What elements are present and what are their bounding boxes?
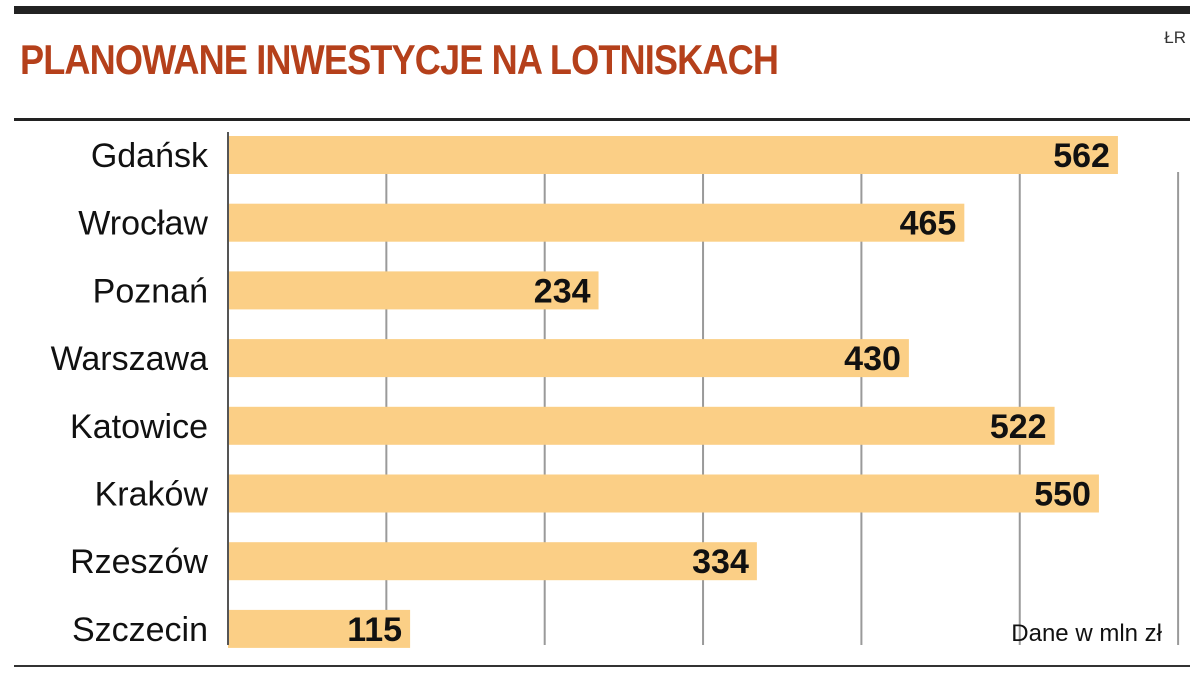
- category-labels: Gdańsk Wrocław Poznań Warszawa Katowice Krakó…: [51, 137, 209, 649]
- bar-4: [228, 406, 1055, 445]
- bars: [228, 136, 1118, 648]
- bottom-rule: [14, 665, 1190, 667]
- value-label-4: 522: [990, 408, 1047, 446]
- category-label-2: Poznań: [93, 272, 208, 310]
- bar-2: [228, 271, 599, 310]
- category-label-6: Rzeszów: [70, 543, 208, 581]
- bar-0: [228, 136, 1118, 174]
- value-label-3: 430: [844, 340, 901, 378]
- category-label-7: Szczecin: [72, 611, 208, 649]
- chart-title: PLANOWANE INWESTYCJE NA LOTNISKACH: [20, 36, 779, 83]
- value-label-2: 234: [534, 272, 591, 310]
- bar-1: [228, 203, 965, 242]
- value-labels: 562 465 234 430 522 550 334 115: [347, 137, 1110, 649]
- bar-5: [228, 474, 1099, 513]
- category-label-4: Katowice: [70, 408, 208, 446]
- title-underline: [14, 118, 1190, 121]
- value-label-6: 334: [692, 543, 749, 581]
- category-label-0: Gdańsk: [91, 137, 209, 175]
- bar-6: [228, 542, 757, 581]
- category-label-1: Wrocław: [78, 205, 208, 243]
- top-rule: [14, 6, 1190, 14]
- value-label-7: 115: [347, 611, 402, 649]
- category-label-5: Kraków: [95, 476, 209, 514]
- credit-label: ŁR: [1164, 28, 1186, 47]
- bar-7: [228, 609, 411, 648]
- unit-note: Dane w mln zł: [1011, 620, 1162, 647]
- value-label-5: 550: [1034, 476, 1091, 514]
- value-label-0: 562: [1053, 137, 1110, 175]
- value-label-1: 465: [900, 205, 957, 243]
- category-label-3: Warszawa: [51, 340, 209, 378]
- bar-3: [228, 339, 909, 378]
